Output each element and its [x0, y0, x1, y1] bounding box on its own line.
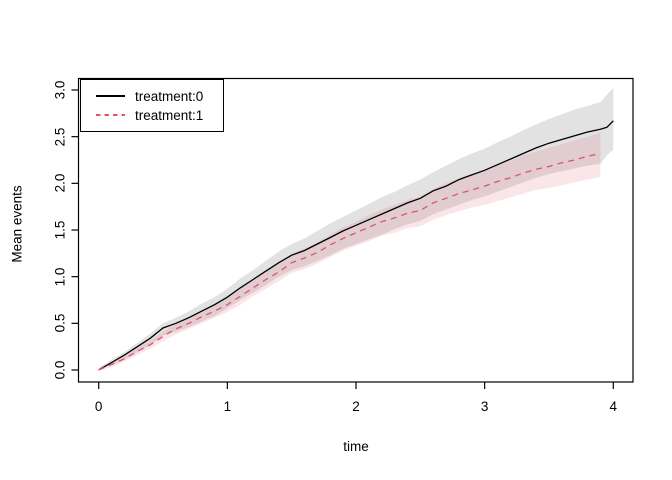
legend-label: treatment:0 [135, 88, 204, 104]
confidence-band-treatment-0 [98, 88, 614, 370]
y-tick-label: 2.5 [52, 127, 68, 147]
y-tick-label: 0.5 [52, 313, 68, 333]
x-tick-label: 4 [609, 399, 618, 414]
legend-entry-treatment-1: treatment:1 [96, 107, 223, 123]
series-line-treatment-0 [98, 120, 614, 371]
legend-entry-treatment-0: treatment:0 [96, 88, 223, 104]
y-tick-label: 1.5 [52, 220, 68, 240]
x-tick-label: 1 [223, 399, 232, 414]
x-axis-title: time [343, 439, 369, 454]
x-tick-label: 0 [94, 399, 103, 414]
y-tick-label: 2.0 [52, 173, 68, 193]
y-tick-label: 0.0 [52, 360, 68, 380]
x-tick-label: 3 [480, 399, 489, 414]
legend-line-sample-dashed-icon [96, 114, 125, 116]
confidence-band-treatment-1 [98, 132, 601, 370]
x-tick-label: 2 [352, 399, 360, 414]
legend-label: treatment:1 [135, 107, 204, 123]
y-tick-label: 1.0 [52, 267, 68, 287]
y-tick-label: 3.0 [52, 80, 68, 100]
legend-box: treatment:0 treatment:1 [80, 79, 224, 132]
legend-line-sample-solid-icon [96, 95, 125, 97]
series-line-treatment-1 [98, 152, 601, 371]
y-axis-title: Mean events [9, 185, 25, 263]
